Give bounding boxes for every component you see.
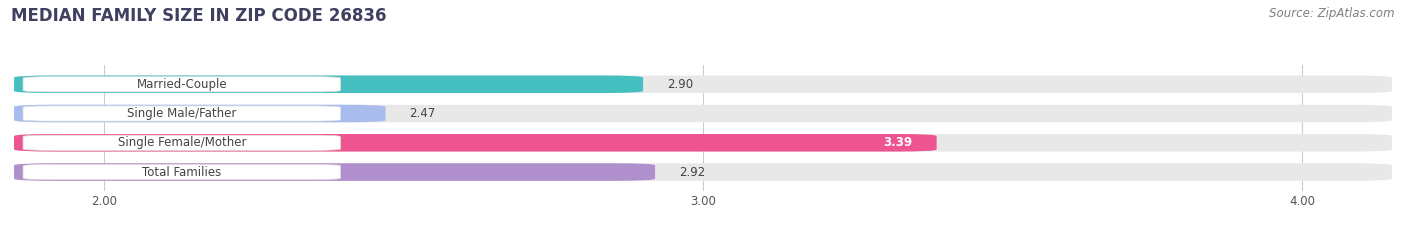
Text: 3.39: 3.39 — [883, 136, 912, 149]
FancyBboxPatch shape — [22, 135, 340, 150]
Text: Total Families: Total Families — [142, 165, 221, 178]
FancyBboxPatch shape — [14, 163, 655, 181]
FancyBboxPatch shape — [14, 75, 643, 93]
Text: Source: ZipAtlas.com: Source: ZipAtlas.com — [1270, 7, 1395, 20]
Text: Single Female/Mother: Single Female/Mother — [118, 136, 246, 149]
Text: Married-Couple: Married-Couple — [136, 78, 228, 91]
Text: Single Male/Father: Single Male/Father — [127, 107, 236, 120]
FancyBboxPatch shape — [14, 134, 936, 151]
FancyBboxPatch shape — [22, 77, 340, 92]
Text: 2.90: 2.90 — [666, 78, 693, 91]
FancyBboxPatch shape — [14, 105, 385, 122]
Text: 2.92: 2.92 — [679, 165, 706, 178]
Text: MEDIAN FAMILY SIZE IN ZIP CODE 26836: MEDIAN FAMILY SIZE IN ZIP CODE 26836 — [11, 7, 387, 25]
FancyBboxPatch shape — [22, 164, 340, 180]
FancyBboxPatch shape — [14, 134, 1392, 151]
FancyBboxPatch shape — [22, 106, 340, 121]
FancyBboxPatch shape — [14, 105, 1392, 122]
Text: 2.47: 2.47 — [409, 107, 436, 120]
FancyBboxPatch shape — [14, 75, 1392, 93]
FancyBboxPatch shape — [14, 163, 1392, 181]
